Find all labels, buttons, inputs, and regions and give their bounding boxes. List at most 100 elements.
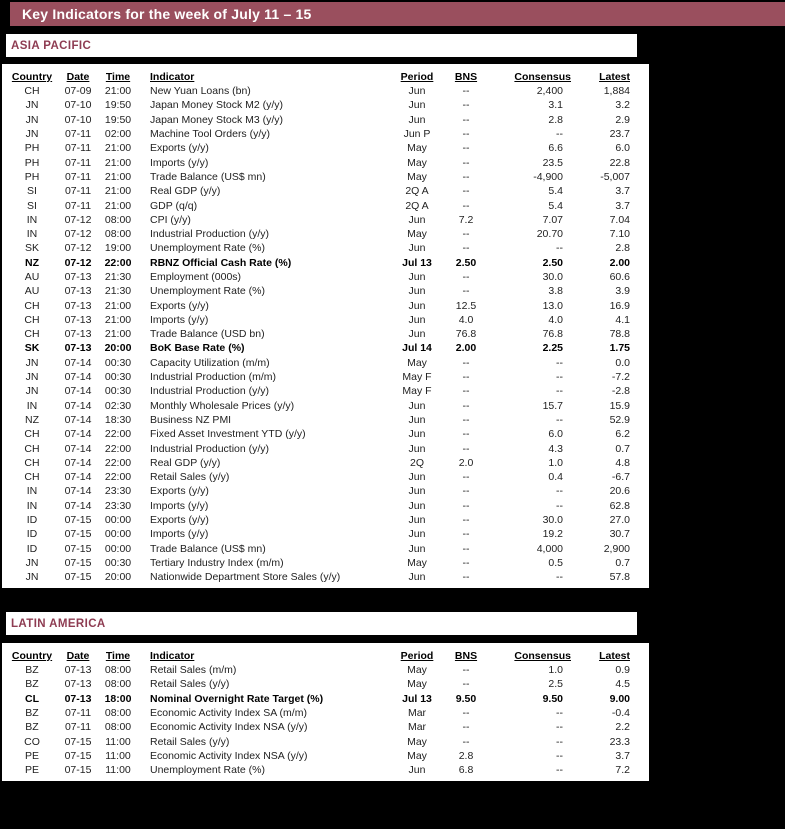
table-row: ID 07-15 00:00 Imports (y/y) Jun -- 19.2 30.7 (6, 527, 639, 541)
cell-period: 2Q (409, 456, 424, 469)
cell-latest: 6.2 (615, 428, 630, 441)
latin-america-table-body: BZ 07-13 08:00 Retail Sales (m/m) May -- 1.0 0.… (6, 663, 639, 777)
cell-latest: 7.04 (609, 213, 630, 226)
table-row: AU 07-13 21:30 Employment (000s) Jun -- 30.0 60… (6, 270, 639, 284)
cell-indicator: Business NZ PMI (150, 413, 232, 426)
cell-period: Jun (408, 528, 426, 541)
cell-country: ID (26, 542, 38, 555)
cell-consensus: 9.50 (542, 692, 563, 705)
cell-date: 07-09 (64, 85, 92, 98)
cell-country: CH (24, 85, 40, 98)
section-title: LATIN AMERICA (11, 617, 106, 630)
cell-latest: 1.75 (609, 342, 630, 355)
cell-time: 21:00 (104, 85, 132, 98)
table-row: SK 07-12 19:00 Unemployment Rate (%) Jun -- --… (6, 241, 639, 255)
cell-time: 22:00 (104, 256, 132, 269)
table-row: CH 07-14 22:00 Real GDP (y/y) 2Q 2.0 1.0 4.8 (6, 456, 639, 470)
cell-bns: -- (462, 399, 470, 412)
cell-bns: -- (462, 413, 470, 426)
cell-period: Jul 13 (402, 692, 432, 705)
table-row: IN 07-14 02:30 Monthly Wholesale Prices (y/… (6, 399, 639, 413)
cell-country: CL (25, 692, 39, 705)
cell-latest: -6.7 (611, 471, 630, 484)
cell-time: 11:00 (105, 749, 131, 762)
table-row: ID 07-15 00:00 Exports (y/y) Jun -- 30.0 27.0 (6, 513, 639, 527)
cell-bns: -- (462, 85, 470, 98)
cell-country: PE (24, 749, 39, 762)
cell-period: Jun (408, 428, 426, 441)
table-row: JN 07-14 00:30 Industrial Production (y/y) M… (6, 384, 639, 398)
cell-time: 19:50 (104, 99, 132, 112)
cell-consensus: 4.0 (548, 313, 563, 326)
cell-latest: -2.8 (611, 385, 630, 398)
table-row: BZ 07-11 08:00 Economic Activity Index SA (… (6, 706, 639, 720)
cell-latest: 30.7 (609, 528, 630, 541)
cell-period: Jun (408, 328, 426, 341)
cell-period: Jun P (403, 128, 431, 141)
table-row: IN 07-12 08:00 Industrial Production (y/y) M… (6, 227, 639, 241)
column-header-consensus: Consensus (514, 71, 571, 83)
cell-country: CO (24, 735, 40, 748)
cell-latest: 23.3 (609, 735, 630, 748)
cell-time: 00:30 (104, 356, 132, 369)
cell-date: 07-15 (64, 764, 92, 777)
cell-indicator: Imports (y/y) (150, 499, 209, 512)
cell-indicator: BoK Base Rate (%) (150, 342, 245, 355)
cell-latest: 9.00 (609, 692, 630, 705)
cell-country: PH (24, 156, 40, 169)
cell-bns: 2.8 (458, 749, 474, 762)
cell-latest: 3.7 (615, 185, 630, 198)
cell-indicator: RBNZ Official Cash Rate (%) (150, 256, 292, 269)
cell-period: May (407, 678, 427, 691)
cell-country: NZ (25, 256, 39, 269)
cell-bns: -- (462, 678, 470, 691)
cell-time: 20:00 (104, 571, 132, 584)
report-title: Key Indicators for the week of July 11 –… (22, 6, 312, 22)
table-row: AU 07-13 21:30 Unemployment Rate (%) Jun -- 3.… (6, 284, 639, 298)
cell-country: CH (24, 456, 40, 469)
cell-consensus: -- (556, 356, 563, 369)
cell-indicator: Industrial Production (y/y) (150, 385, 270, 398)
cell-date: 07-10 (64, 113, 92, 126)
cell-period: Jun (408, 413, 426, 426)
cell-country: AU (24, 285, 40, 298)
cell-bns: -- (462, 735, 470, 748)
cell-date: 07-11 (64, 170, 92, 183)
cell-consensus: -- (556, 371, 563, 384)
cell-country: CH (24, 471, 40, 484)
cell-date: 07-12 (64, 242, 92, 255)
cell-consensus: -- (556, 128, 563, 141)
cell-consensus: -- (556, 385, 563, 398)
cell-indicator: Japan Money Stock M3 (y/y) (150, 113, 284, 126)
cell-period: Jun (408, 213, 426, 226)
cell-consensus: 30.0 (542, 514, 563, 527)
table-row: CL 07-13 18:00 Nominal Overnight Rate Targe… (6, 692, 639, 706)
table-row: IN 07-14 23:30 Exports (y/y) Jun -- -- 20.6 (6, 484, 639, 498)
cell-country: BZ (25, 678, 39, 691)
column-header-country: Country (11, 650, 53, 662)
cell-consensus: -- (556, 571, 563, 584)
cell-indicator: Unemployment Rate (%) (150, 285, 265, 298)
latin-america-table: Country Date Time Indicator Period BNS C… (6, 644, 639, 777)
cell-indicator: CPI (y/y) (150, 213, 191, 226)
table-row: CH 07-13 21:00 Trade Balance (USD bn) Jun 76.… (6, 327, 639, 341)
cell-latest: 52.9 (609, 413, 630, 426)
column-header-date: Date (66, 650, 90, 662)
cell-period: May (407, 156, 427, 169)
cell-period: 2Q A (405, 199, 429, 212)
cell-indicator: New Yuan Loans (bn) (150, 85, 251, 98)
cell-bns: -- (462, 571, 470, 584)
cell-latest: 0.0 (615, 356, 630, 369)
table-row: CH 07-09 21:00 New Yuan Loans (bn) Jun -- 2,40… (6, 84, 639, 98)
cell-country: AU (24, 271, 40, 283)
cell-country: JN (25, 128, 39, 141)
cell-consensus: 4.3 (548, 442, 563, 455)
cell-date: 07-12 (64, 213, 92, 226)
cell-date: 07-15 (64, 528, 92, 541)
cell-date: 07-14 (64, 442, 92, 455)
cell-time: 00:00 (104, 514, 132, 527)
cell-consensus: 5.4 (548, 199, 563, 212)
cell-consensus: -- (556, 735, 563, 748)
column-header-bns: BNS (454, 650, 478, 662)
cell-time: 08:00 (104, 721, 132, 734)
